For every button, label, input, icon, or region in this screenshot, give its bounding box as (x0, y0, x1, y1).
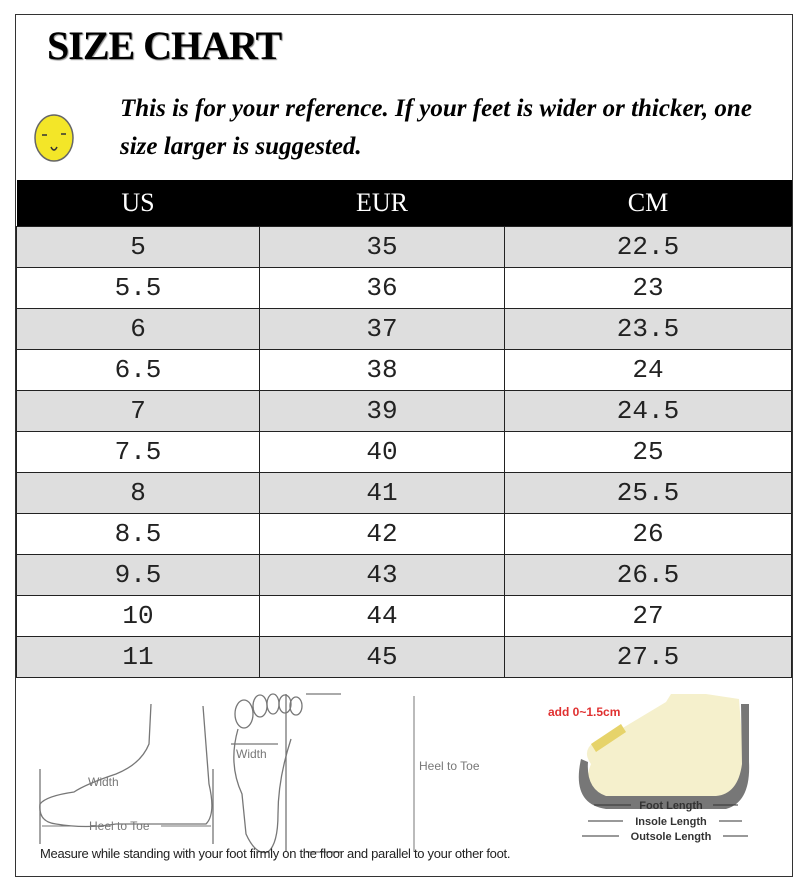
size-cell-cm: 26.5 (504, 554, 792, 596)
sole-drawing (231, 693, 341, 854)
size-cell-cm: 23 (504, 267, 792, 309)
insole-length-label: Insole Length (635, 816, 707, 828)
size-cell-cm: 25.5 (504, 472, 792, 514)
side-foot-drawing (39, 703, 214, 844)
table-row: 6.5 38 24 (16, 349, 792, 391)
sizing-note: This is for your reference. If your feet… (120, 95, 752, 160)
size-cell-us: 5 (16, 226, 260, 268)
column-header-eur: EUR (259, 180, 505, 227)
size-cell-us: 6 (16, 308, 260, 350)
size-cell-eur: 42 (259, 513, 505, 555)
sole-heel-to-toe-label: Heel to Toe (419, 759, 480, 773)
smiling-face-icon (34, 114, 74, 162)
side-width-label: Width (88, 775, 119, 789)
size-cell-eur: 44 (259, 595, 505, 637)
table-row: 5 35 22.5 (16, 226, 792, 268)
table-row: 9.5 43 26.5 (16, 554, 792, 596)
table-row: 5.5 36 23 (16, 267, 792, 309)
size-cell-us: 8.5 (16, 513, 260, 555)
size-cell-cm: 22.5 (504, 226, 792, 268)
table-row: 8.5 42 26 (16, 513, 792, 555)
table-row: 7 39 24.5 (16, 390, 792, 432)
sole-width-label: Width (236, 747, 267, 761)
size-cell-cm: 27.5 (504, 636, 792, 678)
size-cell-us: 8 (16, 472, 260, 514)
measurement-caption: Measure while standing with your foot fi… (40, 846, 511, 861)
size-cell-eur: 38 (259, 349, 505, 391)
shoe-cross-section-drawing (578, 694, 750, 809)
table-row: 7.5 40 25 (16, 431, 792, 473)
size-chart-frame (15, 14, 793, 877)
size-cell-us: 6.5 (16, 349, 260, 391)
table-row: 6 37 23.5 (16, 308, 792, 350)
size-cell-cm: 27 (504, 595, 792, 637)
size-cell-us: 7 (16, 390, 260, 432)
size-table: US EUR CM 5 35 22.5 5.5 36 23 6 37 23.5 6.5 38 24 7 39 2… (16, 180, 792, 678)
size-cell-eur: 39 (259, 390, 505, 432)
size-cell-eur: 40 (259, 431, 505, 473)
size-cell-eur: 36 (259, 267, 505, 309)
measurement-illustration: Width Heel to Toe Width Heel to Toe add … (39, 693, 750, 854)
size-cell-cm: 23.5 (504, 308, 792, 350)
size-cell-us: 9.5 (16, 554, 260, 596)
column-header-cm: CM (504, 180, 792, 227)
table-row: 11 45 27.5 (16, 636, 792, 678)
table-row: 10 44 27 (16, 595, 792, 637)
size-cell-cm: 25 (504, 431, 792, 473)
size-cell-eur: 37 (259, 308, 505, 350)
size-cell-eur: 41 (259, 472, 505, 514)
side-heel-to-toe-label: Heel to Toe (89, 819, 150, 833)
size-cell-cm: 24 (504, 349, 792, 391)
size-cell-cm: 24.5 (504, 390, 792, 432)
size-cell-eur: 35 (259, 226, 505, 268)
size-cell-us: 5.5 (16, 267, 260, 309)
size-cell-eur: 45 (259, 636, 505, 678)
foot-length-label: Foot Length (639, 800, 703, 812)
size-cell-us: 11 (16, 636, 260, 678)
column-header-us: US (16, 180, 260, 227)
table-row: 8 41 25.5 (16, 472, 792, 514)
page-title: SIZE CHART (47, 23, 282, 68)
outsole-length-label: Outsole Length (631, 831, 712, 843)
size-cell-us: 10 (16, 595, 260, 637)
add-allowance-label: add 0~1.5cm (548, 705, 620, 719)
size-cell-eur: 43 (259, 554, 505, 596)
size-cell-us: 7.5 (16, 431, 260, 473)
size-cell-cm: 26 (504, 513, 792, 555)
